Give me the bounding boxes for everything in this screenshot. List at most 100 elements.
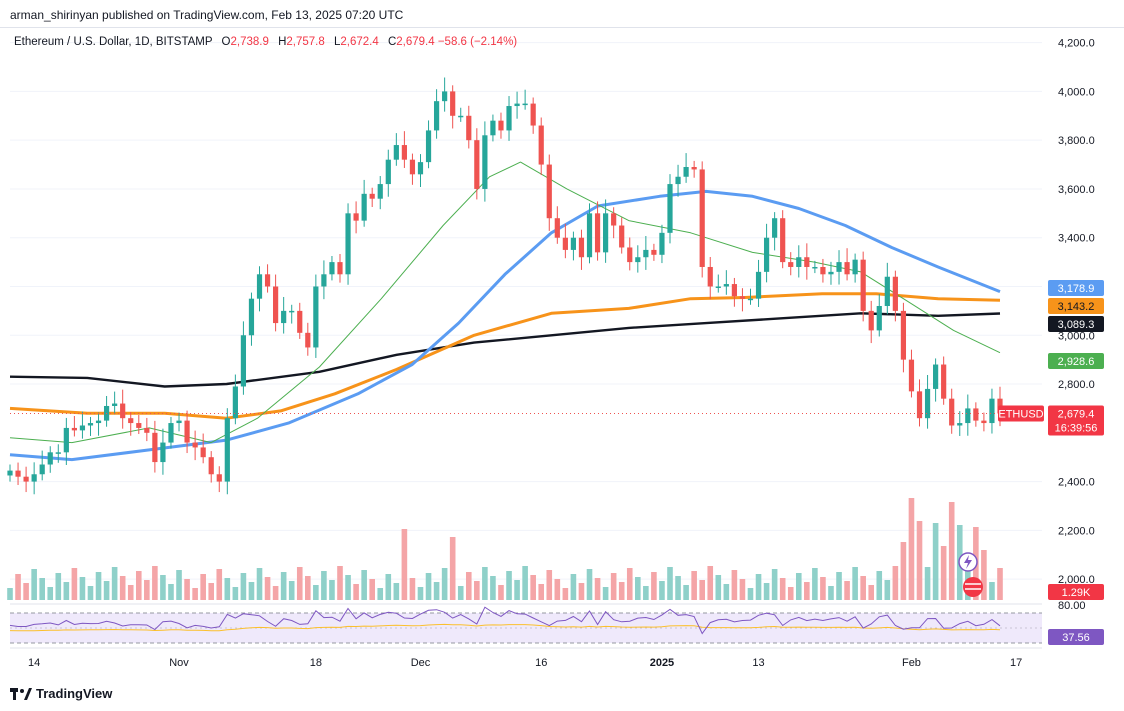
- candle-body-25[interactable]: [208, 457, 214, 475]
- candle-body-13[interactable]: [112, 403, 118, 406]
- candle-body-48[interactable]: [393, 145, 399, 160]
- candle-body-68[interactable]: [554, 218, 560, 238]
- candle-body-59[interactable]: [482, 135, 488, 189]
- candle-body-94[interactable]: [763, 237, 770, 272]
- candle-body-112[interactable]: [908, 359, 915, 392]
- candle-body-56[interactable]: [458, 115, 464, 118]
- candle-body-71[interactable]: [578, 237, 585, 258]
- candle-body-5[interactable]: [47, 452, 53, 465]
- candle-body-44[interactable]: [361, 193, 367, 221]
- candle-body-85[interactable]: [691, 167, 697, 170]
- candle-body-104[interactable]: [844, 262, 850, 275]
- candle-body-28[interactable]: [232, 386, 238, 419]
- flag-icon[interactable]: [963, 577, 983, 597]
- candle-body-51[interactable]: [417, 162, 424, 175]
- candle-body-30[interactable]: [248, 298, 255, 336]
- candle-body-9[interactable]: [79, 425, 86, 431]
- candle-body-38[interactable]: [313, 286, 319, 348]
- candle-body-50[interactable]: [409, 159, 416, 175]
- candle-body-120[interactable]: [973, 408, 979, 421]
- candle-body-2[interactable]: [23, 476, 29, 482]
- candle-body-74[interactable]: [603, 213, 609, 253]
- candle-body-60[interactable]: [490, 120, 496, 136]
- candle-body-107[interactable]: [868, 310, 874, 331]
- candle-body-39[interactable]: [321, 274, 327, 287]
- candle-body-122[interactable]: [989, 398, 995, 424]
- candle-body-35[interactable]: [289, 310, 295, 313]
- candle-body-96[interactable]: [780, 218, 786, 263]
- candle-body-89[interactable]: [723, 284, 729, 287]
- candle-body-115[interactable]: [933, 364, 939, 389]
- candle-body-95[interactable]: [772, 218, 778, 238]
- candle-body-40[interactable]: [329, 262, 335, 275]
- footer-brand[interactable]: TradingView: [10, 686, 112, 701]
- candle-body-29[interactable]: [240, 335, 247, 387]
- candle-body-45[interactable]: [369, 193, 375, 199]
- candle-body-62[interactable]: [506, 106, 512, 131]
- candle-body-57[interactable]: [466, 115, 472, 141]
- candle-body-43[interactable]: [353, 213, 359, 221]
- candle-body-118[interactable]: [957, 423, 963, 426]
- candle-body-88[interactable]: [715, 286, 721, 288]
- candle-body-69[interactable]: [562, 237, 568, 250]
- candle-body-1[interactable]: [15, 470, 21, 477]
- candle-body-117[interactable]: [949, 398, 955, 426]
- candle-body-24[interactable]: [200, 447, 206, 458]
- candle-body-78[interactable]: [635, 257, 641, 263]
- candle-body-49[interactable]: [401, 145, 407, 160]
- candle-body-102[interactable]: [828, 271, 834, 275]
- candle-body-66[interactable]: [538, 125, 544, 165]
- candle-body-92[interactable]: [747, 298, 754, 301]
- candle-body-16[interactable]: [136, 423, 142, 428]
- candle-body-111[interactable]: [900, 310, 907, 360]
- candle-body-79[interactable]: [643, 249, 649, 258]
- candle-body-70[interactable]: [570, 237, 577, 250]
- candle-body-10[interactable]: [87, 423, 94, 426]
- candle-body-73[interactable]: [594, 213, 601, 253]
- price-chart[interactable]: 4,200.04,000.03,800.03,600.03,400.03,200…: [0, 0, 1124, 680]
- candle-body-110[interactable]: [892, 276, 898, 311]
- candle-body-65[interactable]: [530, 103, 536, 126]
- candle-body-54[interactable]: [442, 91, 448, 102]
- candle-body-6[interactable]: [55, 452, 61, 454]
- candle-body-103[interactable]: [836, 262, 842, 272]
- candle-body-3[interactable]: [31, 474, 37, 482]
- candle-body-17[interactable]: [144, 427, 150, 433]
- candle-body-64[interactable]: [522, 103, 528, 106]
- candle-body-116[interactable]: [941, 364, 947, 399]
- candle-body-100[interactable]: [812, 266, 818, 269]
- candle-body-53[interactable]: [433, 101, 440, 131]
- candle-body-109[interactable]: [884, 276, 890, 306]
- candle-body-75[interactable]: [611, 213, 617, 226]
- candle-body-20[interactable]: [168, 423, 174, 443]
- candle-body-0[interactable]: [7, 470, 13, 476]
- candle-body-11[interactable]: [95, 420, 102, 424]
- candle-body-83[interactable]: [675, 176, 681, 185]
- candle-body-80[interactable]: [651, 249, 657, 255]
- candle-body-91[interactable]: [739, 296, 746, 299]
- candle-body-106[interactable]: [860, 259, 866, 311]
- candle-body-99[interactable]: [804, 257, 810, 267]
- candle-body-86[interactable]: [699, 169, 705, 267]
- candle-body-63[interactable]: [514, 103, 520, 107]
- candle-body-93[interactable]: [755, 271, 762, 299]
- candle-body-55[interactable]: [450, 91, 456, 116]
- candle-body-119[interactable]: [965, 408, 971, 424]
- candle-body-31[interactable]: [256, 274, 263, 299]
- candle-body-47[interactable]: [385, 159, 391, 185]
- candle-body-98[interactable]: [796, 257, 802, 267]
- candle-body-34[interactable]: [281, 310, 287, 324]
- candle-body-81[interactable]: [659, 232, 665, 255]
- candle-body-18[interactable]: [152, 432, 158, 463]
- candle-body-41[interactable]: [337, 262, 343, 275]
- candle-body-26[interactable]: [216, 474, 222, 482]
- candle-body-72[interactable]: [586, 213, 593, 258]
- candle-body-87[interactable]: [707, 266, 713, 287]
- candle-body-61[interactable]: [498, 120, 504, 131]
- candle-body-46[interactable]: [377, 184, 383, 199]
- candle-body-82[interactable]: [667, 184, 673, 233]
- candle-body-52[interactable]: [425, 130, 432, 163]
- candle-body-37[interactable]: [305, 332, 311, 348]
- candle-body-108[interactable]: [876, 306, 882, 331]
- candle-body-32[interactable]: [264, 274, 271, 287]
